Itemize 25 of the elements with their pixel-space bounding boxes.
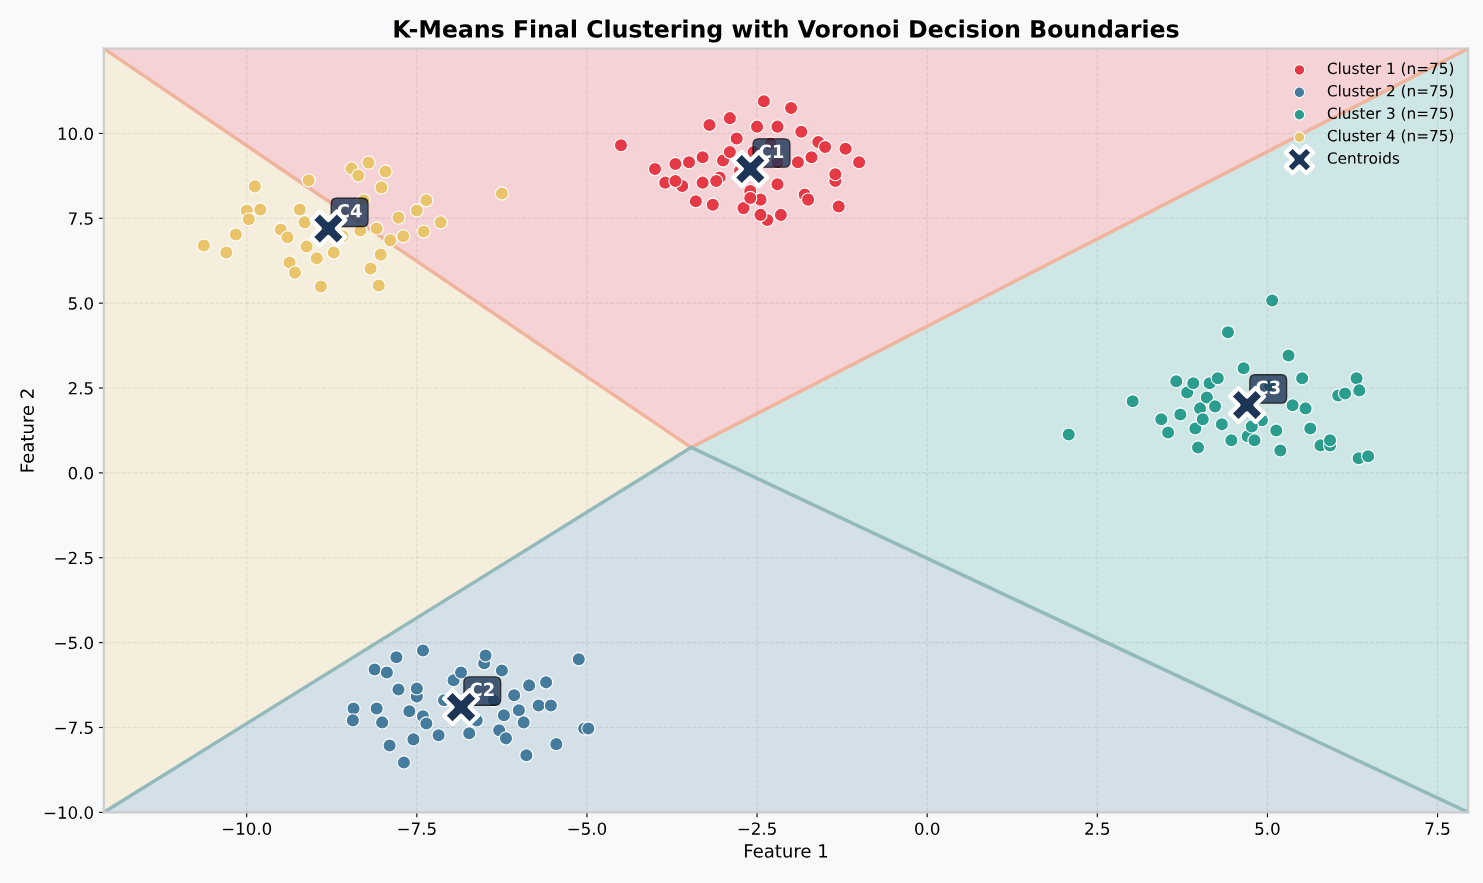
- y-tick-label: 0.0: [68, 466, 93, 480]
- y-tick-label: 2.5: [68, 381, 93, 395]
- y-tick-label: −10.0: [44, 806, 93, 819]
- chart-title: K-Means Final Clustering with Voronoi Decision Boundaries: [394, 19, 1179, 43]
- x-axis-title: Feature 1: [745, 844, 828, 858]
- x-tick-label: 7.5: [1425, 822, 1450, 835]
- x-tick-label: 2.5: [1085, 822, 1110, 835]
- legend-label: Centroids: [1327, 152, 1400, 164]
- y-tick-label: −7.5: [55, 721, 93, 735]
- y-tick-label: 10.0: [58, 127, 93, 140]
- y-tick-label: 7.5: [68, 212, 93, 225]
- y-tick-label: 5.0: [68, 297, 93, 310]
- x-tick-label: 5.0: [1255, 822, 1280, 835]
- legend-label: Cluster 4 (n=75): [1327, 129, 1454, 144]
- legend-label: Cluster 2 (n=75): [1327, 84, 1454, 99]
- legend-label: Cluster 1 (n=75): [1327, 62, 1454, 76]
- x-tick-label: −10.0: [222, 822, 272, 835]
- x-tick-label: −5.0: [568, 822, 607, 835]
- y-tick-label: −2.5: [55, 551, 93, 565]
- y-axis-title: Feature 2: [20, 389, 34, 472]
- y-tick-label: −5.0: [55, 636, 93, 650]
- x-tick-label: −7.5: [398, 822, 436, 835]
- legend-label: Cluster 3 (n=75): [1327, 107, 1454, 121]
- x-tick-label: 0.0: [915, 822, 940, 835]
- x-tick-label: −2.5: [738, 822, 776, 835]
